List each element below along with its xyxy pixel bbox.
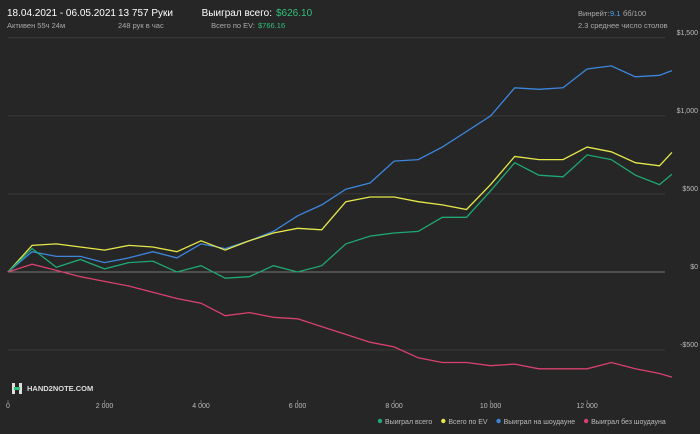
logo: HAND2NOTE.COM xyxy=(27,384,93,393)
winrate-value: 9.1 xyxy=(610,9,620,18)
legend-label: Выиграл на шоудауне xyxy=(504,419,576,426)
y-tick-label: $0 xyxy=(690,264,698,271)
y-tick-label: $500 xyxy=(682,186,698,193)
legend-label: Выиграл без шоудауна xyxy=(591,418,666,426)
legend-swatch xyxy=(441,418,446,424)
tables: 2.3 среднее число столов xyxy=(578,21,668,30)
logo-icon xyxy=(14,387,20,390)
legend-swatch xyxy=(377,418,383,424)
ev-label: Всего по EV: xyxy=(211,21,255,30)
legend-label: Всего по EV xyxy=(448,419,488,426)
ev-value: $766.16 xyxy=(258,21,285,30)
x-tick-label: 2 000 xyxy=(96,403,114,410)
hands-rate: 248 рук в час xyxy=(118,21,164,30)
legend-swatch xyxy=(496,418,501,424)
logo-icon xyxy=(19,383,22,394)
series-line xyxy=(7,263,673,378)
x-tick-label: 12 000 xyxy=(576,403,598,410)
x-tick-label: 10 000 xyxy=(480,403,502,410)
y-tick-label: $1,000 xyxy=(677,108,699,115)
won-label: Выиграл всего: xyxy=(202,8,272,19)
series-line xyxy=(7,65,673,273)
won-value: $626.10 xyxy=(276,8,313,19)
x-tick-label: 8 000 xyxy=(385,403,403,410)
winrate-label: Винрейт: xyxy=(578,9,609,18)
legend-label: Выиграл всего xyxy=(385,419,432,426)
legend-swatch xyxy=(583,418,589,424)
series-line xyxy=(7,154,673,279)
period: 18.04.2021 - 06.05.2021 xyxy=(7,8,116,19)
y-tick-label: $1,500 xyxy=(677,30,699,37)
active-time: Активен 55ч 24м xyxy=(7,21,65,30)
y-tick-label: -$500 xyxy=(680,342,698,349)
plot: -$500 $0 $500 $1,000 $1,500 0 2 000 4 000 6 000 8… xyxy=(6,30,698,426)
logo-icon xyxy=(12,383,15,394)
x-tick-label: 0 xyxy=(6,403,10,410)
series-line xyxy=(7,146,673,273)
hands: 13 757 Руки xyxy=(118,8,173,19)
winrate-unit: бб/100 xyxy=(623,9,646,18)
x-tick-label: 4 000 xyxy=(192,403,210,410)
x-tick-label: 6 000 xyxy=(289,403,307,410)
